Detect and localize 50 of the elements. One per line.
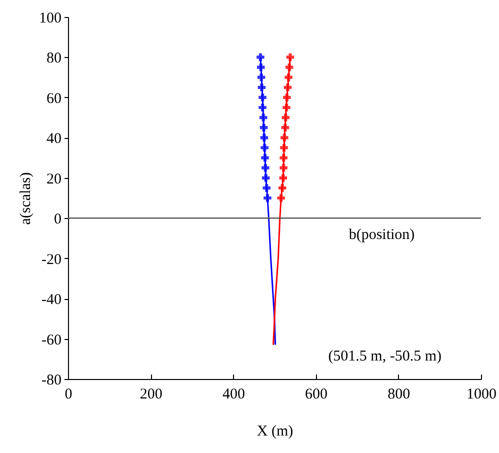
point	[261, 154, 269, 162]
point	[284, 73, 292, 82]
point	[285, 63, 294, 72]
y-tick-label: -80	[42, 372, 62, 388]
point	[286, 53, 294, 62]
point	[262, 184, 271, 192]
y-tick-label: 20	[46, 171, 62, 188]
y-tick-label: -20	[42, 252, 62, 268]
point	[283, 94, 291, 102]
y-tick-label: -40	[42, 292, 62, 308]
point	[282, 114, 290, 122]
x-tick-label: 0	[64, 386, 72, 402]
y-tick-label: 100	[39, 10, 62, 26]
y-tick-label: 80	[46, 50, 62, 67]
point	[257, 73, 266, 82]
y-tick-label: 0	[54, 212, 62, 228]
point	[260, 124, 268, 132]
point	[282, 104, 290, 112]
point	[260, 144, 268, 152]
point	[284, 84, 292, 92]
x-axis-title: X (m)	[256, 424, 294, 440]
point	[258, 84, 266, 92]
point	[260, 134, 268, 142]
point	[280, 134, 288, 142]
point	[281, 124, 290, 132]
x-tick-label: 400	[222, 386, 245, 402]
point	[264, 194, 272, 202]
point	[262, 164, 270, 172]
x-tick-label: 600	[305, 386, 328, 402]
annotation: b(position)	[348, 227, 415, 244]
point	[280, 164, 288, 172]
point	[280, 154, 288, 162]
point	[262, 174, 270, 182]
x-tick-label: 200	[140, 386, 162, 402]
y-tick-label: 40	[46, 131, 62, 148]
point	[278, 184, 286, 192]
x-tick-label: 800	[388, 386, 410, 402]
y-tick-label: 60	[46, 90, 62, 107]
point	[258, 104, 266, 112]
x-tick-label: 1000	[466, 386, 496, 402]
point	[258, 94, 266, 102]
y-axis-title: a(scalas)	[18, 172, 34, 225]
point	[280, 144, 288, 152]
point	[256, 53, 264, 62]
annotation: (501.5 m, -50.5 m)	[328, 348, 442, 364]
y-tick-label: -60	[42, 332, 62, 348]
point	[277, 194, 285, 202]
point	[259, 114, 268, 122]
point	[279, 174, 288, 182]
point	[257, 63, 265, 72]
